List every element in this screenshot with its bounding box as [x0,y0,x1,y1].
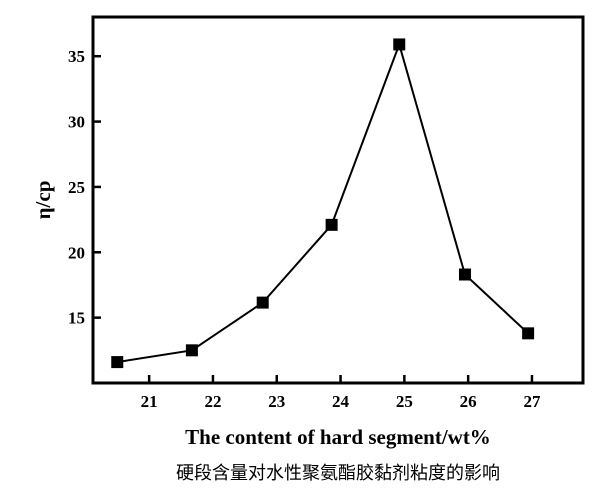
data-point [393,38,406,51]
x-tick-label: 24 [332,392,350,411]
x-tick-label: 23 [268,392,285,411]
plot-frame [91,15,585,385]
y-tick-label: 25 [68,178,85,197]
y-axis-label: η/cp [31,181,55,220]
x-tick-label: 26 [460,392,477,411]
x-axis-label: The content of hard segment/wt% [185,425,491,449]
x-tick-label: 25 [396,392,413,411]
x-tick-label: 27 [523,392,541,411]
y-tick-label: 30 [68,113,85,132]
data-point [522,327,535,340]
data-point [325,218,338,231]
x-tick-label: 21 [141,392,158,411]
y-tick-label: 20 [68,243,85,262]
figure-caption: 硬段含量对水性聚氨酯胶黏剂粘度的影响 [176,463,500,484]
data-point [111,356,124,369]
x-tick-label: 22 [204,392,221,411]
series-line [117,41,529,364]
data-point [256,296,269,309]
y-tick-label: 35 [68,47,85,66]
data-point [185,344,198,357]
data-point [458,268,471,281]
y-tick-label: 15 [68,309,85,328]
